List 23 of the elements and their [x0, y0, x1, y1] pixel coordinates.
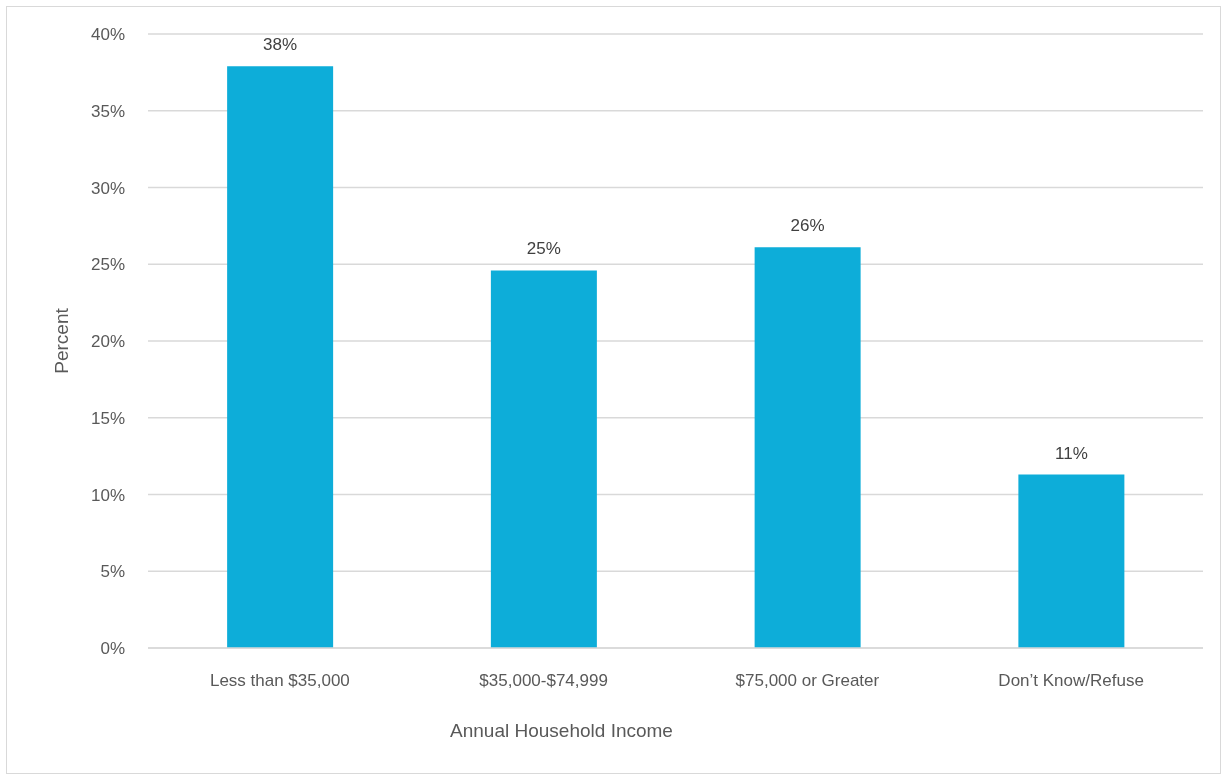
bar: [1018, 474, 1125, 648]
bar: [227, 66, 334, 648]
y-tick-label: 25%: [90, 255, 125, 275]
y-tick-label: 35%: [90, 101, 125, 121]
y-tick-label: 40%: [90, 25, 125, 45]
x-tick-label: Less than $35,000: [209, 671, 350, 691]
x-axis-title: Annual Household Income: [450, 720, 673, 741]
bar: [754, 247, 861, 648]
data-label: 26%: [790, 216, 825, 236]
y-axis-title: Percent: [50, 307, 72, 374]
x-tick-label: Don’t Know/Refuse: [998, 671, 1144, 691]
x-tick-label: $75,000 or Greater: [735, 671, 880, 691]
y-tick-label: 5%: [100, 562, 125, 582]
y-tick-label: 10%: [90, 485, 125, 505]
y-tick-label: 0%: [100, 639, 125, 659]
y-tick-label: 30%: [90, 178, 125, 198]
data-label: 38%: [263, 35, 298, 55]
y-tick-label: 15%: [90, 408, 125, 428]
bar: [490, 270, 597, 648]
data-label: 25%: [526, 239, 561, 259]
data-label: 11%: [1054, 443, 1088, 463]
y-tick-label: 20%: [90, 332, 125, 352]
x-tick-label: $35,000-$74,999: [479, 671, 608, 691]
